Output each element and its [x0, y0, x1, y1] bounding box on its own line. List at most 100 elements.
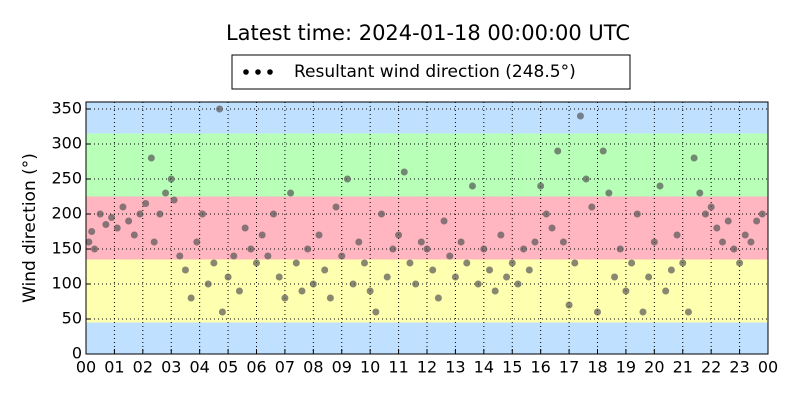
point — [170, 196, 178, 204]
point — [264, 252, 272, 260]
point — [667, 266, 675, 274]
point — [389, 245, 397, 253]
point — [406, 259, 414, 267]
point — [119, 203, 127, 211]
point — [349, 280, 357, 288]
point — [287, 189, 295, 197]
legend-label: Resultant wind direction (248.5°) — [294, 62, 576, 82]
point — [281, 294, 289, 302]
point — [656, 182, 664, 190]
point — [576, 112, 584, 120]
point — [758, 210, 766, 218]
point — [400, 168, 408, 176]
point — [753, 217, 761, 225]
point — [468, 182, 476, 190]
x-tick-label: 12 — [417, 358, 437, 377]
x-tick-label: 01 — [104, 358, 124, 377]
point — [673, 231, 681, 239]
point — [599, 147, 607, 155]
y-tick-label: 300 — [51, 134, 82, 153]
point — [355, 238, 363, 246]
point — [298, 287, 306, 295]
point — [628, 259, 636, 267]
point — [639, 308, 647, 316]
x-tick-label: 21 — [673, 358, 693, 377]
point — [235, 287, 243, 295]
point — [113, 224, 121, 232]
point — [167, 175, 175, 183]
point — [216, 105, 224, 113]
point — [241, 224, 249, 232]
point — [218, 308, 226, 316]
point — [486, 266, 494, 274]
point — [594, 308, 601, 316]
band — [86, 102, 768, 134]
x-tick-label: 08 — [303, 358, 323, 377]
x-tick-label: 22 — [701, 358, 721, 377]
point — [417, 238, 425, 246]
point — [193, 238, 201, 246]
y-tick-label: 150 — [51, 239, 82, 258]
y-tick-label: 250 — [51, 169, 82, 188]
point — [588, 203, 596, 211]
x-tick-label: 11 — [388, 358, 408, 377]
point — [605, 189, 613, 197]
y-tick-label: 0 — [72, 344, 82, 363]
point — [463, 259, 471, 267]
point — [474, 280, 482, 288]
point — [292, 259, 300, 267]
point — [525, 266, 533, 274]
point — [366, 287, 374, 295]
point — [338, 252, 346, 260]
legend-marker — [255, 69, 261, 75]
point — [713, 224, 721, 232]
point — [395, 231, 403, 239]
point — [662, 287, 670, 295]
x-tick-label: 23 — [729, 358, 749, 377]
point — [102, 221, 110, 228]
point — [136, 210, 144, 218]
point — [724, 217, 732, 225]
point — [224, 273, 232, 281]
point — [542, 210, 550, 218]
point — [548, 224, 556, 232]
y-tick-label: 50 — [62, 309, 82, 328]
point — [181, 266, 189, 274]
point — [326, 294, 334, 302]
x-tick-label: 17 — [559, 358, 579, 377]
point — [88, 228, 96, 235]
point — [85, 238, 93, 246]
x-tick-label: 15 — [502, 358, 522, 377]
point — [645, 273, 653, 281]
point — [423, 245, 431, 253]
point — [440, 217, 448, 225]
x-tick-label: 16 — [530, 358, 550, 377]
point — [611, 273, 619, 281]
point — [230, 252, 238, 260]
point — [571, 259, 579, 267]
point — [537, 182, 545, 190]
point — [690, 154, 698, 162]
point — [343, 175, 351, 183]
point — [684, 308, 692, 316]
point — [701, 210, 709, 218]
x-tick-label: 10 — [360, 358, 380, 377]
point — [210, 259, 218, 267]
x-tick-label: 07 — [275, 358, 295, 377]
point — [679, 259, 687, 267]
point — [315, 231, 323, 239]
point — [142, 200, 150, 207]
x-tick-label: 02 — [133, 358, 153, 377]
point — [321, 266, 329, 274]
point — [162, 189, 170, 197]
x-tick-label: 14 — [474, 358, 494, 377]
point — [457, 238, 465, 246]
x-tick-label: 05 — [218, 358, 238, 377]
point — [554, 147, 562, 155]
point — [514, 280, 522, 288]
point — [497, 231, 505, 239]
chart-title: Latest time: 2024-01-18 00:00:00 UTC — [226, 21, 630, 45]
y-tick-label: 100 — [51, 274, 82, 293]
point — [176, 252, 184, 260]
